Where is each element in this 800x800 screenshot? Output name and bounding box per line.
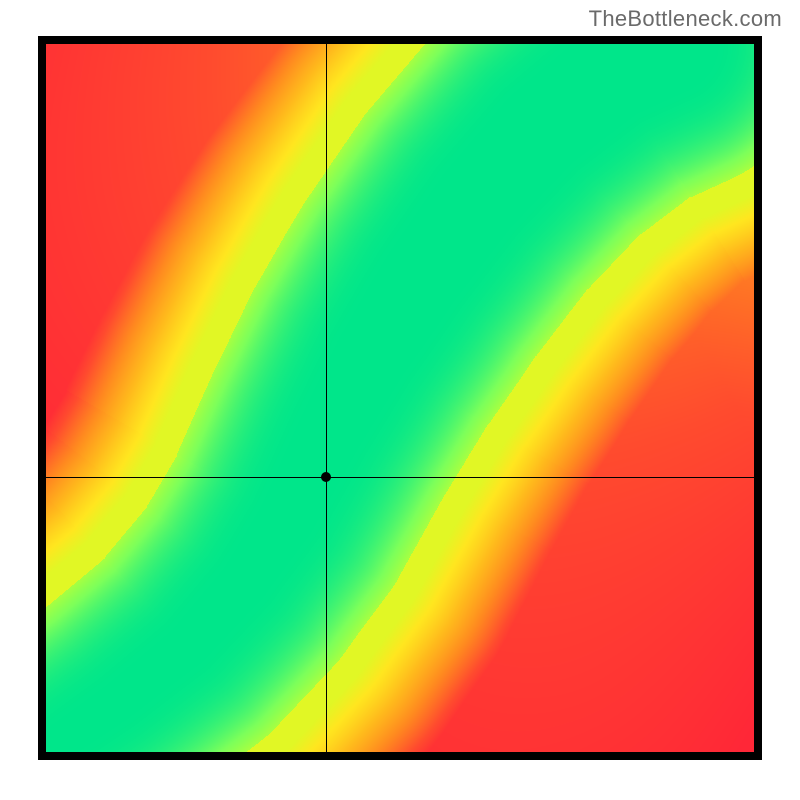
crosshair-vertical — [326, 36, 327, 760]
crosshair-horizontal — [38, 477, 762, 478]
heatmap-canvas — [38, 36, 762, 760]
watermark-text: TheBottleneck.com — [589, 6, 782, 32]
chart-container: TheBottleneck.com — [0, 0, 800, 800]
data-point-marker — [321, 472, 331, 482]
heatmap-plot — [38, 36, 762, 760]
